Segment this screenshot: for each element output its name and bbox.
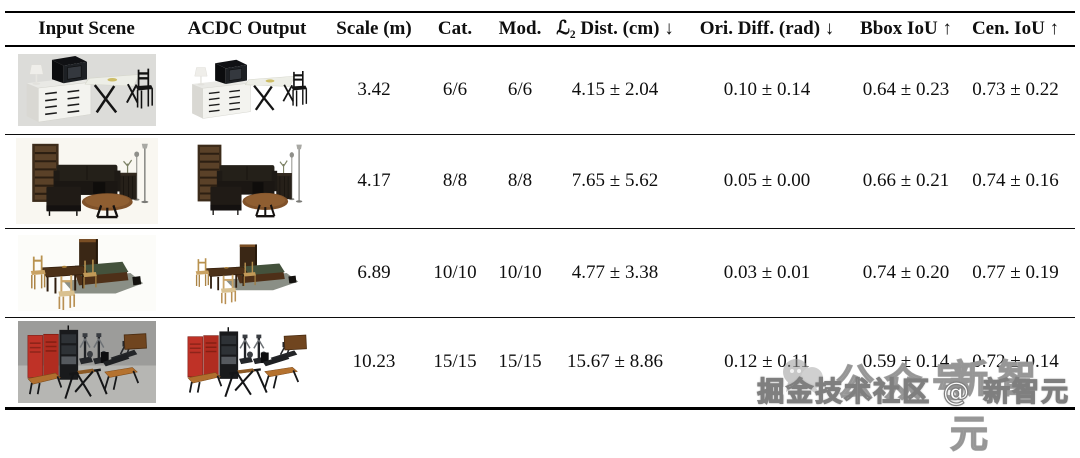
ori-diff-cell: 0.10 ± 0.14 [678, 46, 856, 135]
col-header-bbox-iou: Bbox IoU ↑ [856, 12, 956, 47]
col-header-cen-iou: Cen. IoU ↑ [956, 12, 1075, 47]
cat-cell: 15/15 [433, 351, 477, 372]
input-scene-cell-4 [5, 317, 168, 408]
table-row: 10.23 15/15 15/15 15.67 ± 8.86 0.12 ± 0.… [5, 317, 1075, 408]
mod-cell: 10/10 [488, 228, 552, 318]
scale-cell: 6.89 [326, 228, 422, 318]
l2-dist-cell: 7.65 ± 5.62 [552, 134, 678, 229]
cat-cell: 6/6 [422, 46, 488, 135]
input-scene-image-living-room [15, 138, 158, 224]
l2-dist-cell: 4.15 ± 2.04 [552, 46, 678, 135]
bbox-iou-cell: 0.66 ± 0.21 [856, 134, 956, 229]
col-header-l2-dist: ℒ₂ Dist. (cm) ↓ [552, 12, 678, 47]
cen-iou-cell: 0.72 ± 0.14 [972, 351, 1059, 372]
col-header-mod: Mod. [488, 12, 552, 47]
acdc-output-cell-1 [168, 46, 326, 135]
table-row: 4.17 8/8 8/8 7.65 ± 5.62 0.05 ± 0.00 0.6… [5, 134, 1075, 229]
cat-cell: 8/8 [422, 134, 488, 229]
header-row: Input Scene ACDC Output Scale (m) Cat. M… [5, 12, 1075, 47]
cen-iou-cell: 0.74 ± 0.16 [956, 134, 1075, 229]
acdc-output-cell-3 [168, 228, 326, 318]
ori-diff-cell: 0.03 ± 0.01 [678, 228, 856, 318]
table-row: 3.42 6/6 6/6 4.15 ± 2.04 0.10 ± 0.14 0.6… [5, 46, 1075, 135]
mod-cell: 15/15 [498, 351, 542, 372]
results-table: Input Scene ACDC Output Scale (m) Cat. M… [5, 11, 1075, 410]
input-scene-cell-3 [5, 228, 168, 318]
table-row: 6.89 10/10 10/10 4.77 ± 3.38 0.03 ± 0.01… [5, 228, 1075, 318]
input-scene-cell-1 [5, 46, 168, 135]
acdc-output-image-gym [178, 323, 316, 401]
l2-dist-cell: 15.67 ± 8.86 [567, 351, 663, 372]
acdc-output-cell-2 [168, 134, 326, 229]
bbox-iou-cell: 0.74 ± 0.20 [856, 228, 956, 318]
acdc-output-image-dresser [185, 58, 309, 122]
scale-cell: 3.42 [326, 46, 422, 135]
col-header-ori-diff: Ori. Diff. (rad) ↓ [678, 12, 856, 47]
l2-dist-cell: 4.77 ± 3.38 [552, 228, 678, 318]
acdc-output-cell-4 [168, 317, 326, 408]
acdc-output-image-living-room [183, 139, 311, 223]
scale-cell: 4.17 [326, 134, 422, 229]
bbox-iou-cell: 0.64 ± 0.23 [856, 46, 956, 135]
scale-cell: 10.23 [352, 351, 396, 372]
acdc-output-image-dining [184, 241, 310, 305]
input-scene-image-dining [17, 234, 156, 311]
mod-cell: 6/6 [488, 46, 552, 135]
mod-cell: 8/8 [488, 134, 552, 229]
input-scene-image-dresser [17, 54, 156, 127]
col-header-scale: Scale (m) [326, 12, 422, 47]
col-header-input-scene: Input Scene [5, 12, 168, 47]
cat-cell: 10/10 [422, 228, 488, 318]
cen-iou-cell: 0.77 ± 0.19 [956, 228, 1075, 318]
ori-diff-cell: 0.12 ± 0.11 [724, 351, 810, 372]
input-scene-cell-2 [5, 134, 168, 229]
input-scene-image-gym [17, 321, 156, 403]
bbox-iou-cell: 0.59 ± 0.14 [862, 351, 950, 372]
col-header-cat: Cat. [422, 12, 488, 47]
ori-diff-cell: 0.05 ± 0.00 [678, 134, 856, 229]
col-header-acdc-output: ACDC Output [168, 12, 326, 47]
cen-iou-cell: 0.73 ± 0.22 [956, 46, 1075, 135]
